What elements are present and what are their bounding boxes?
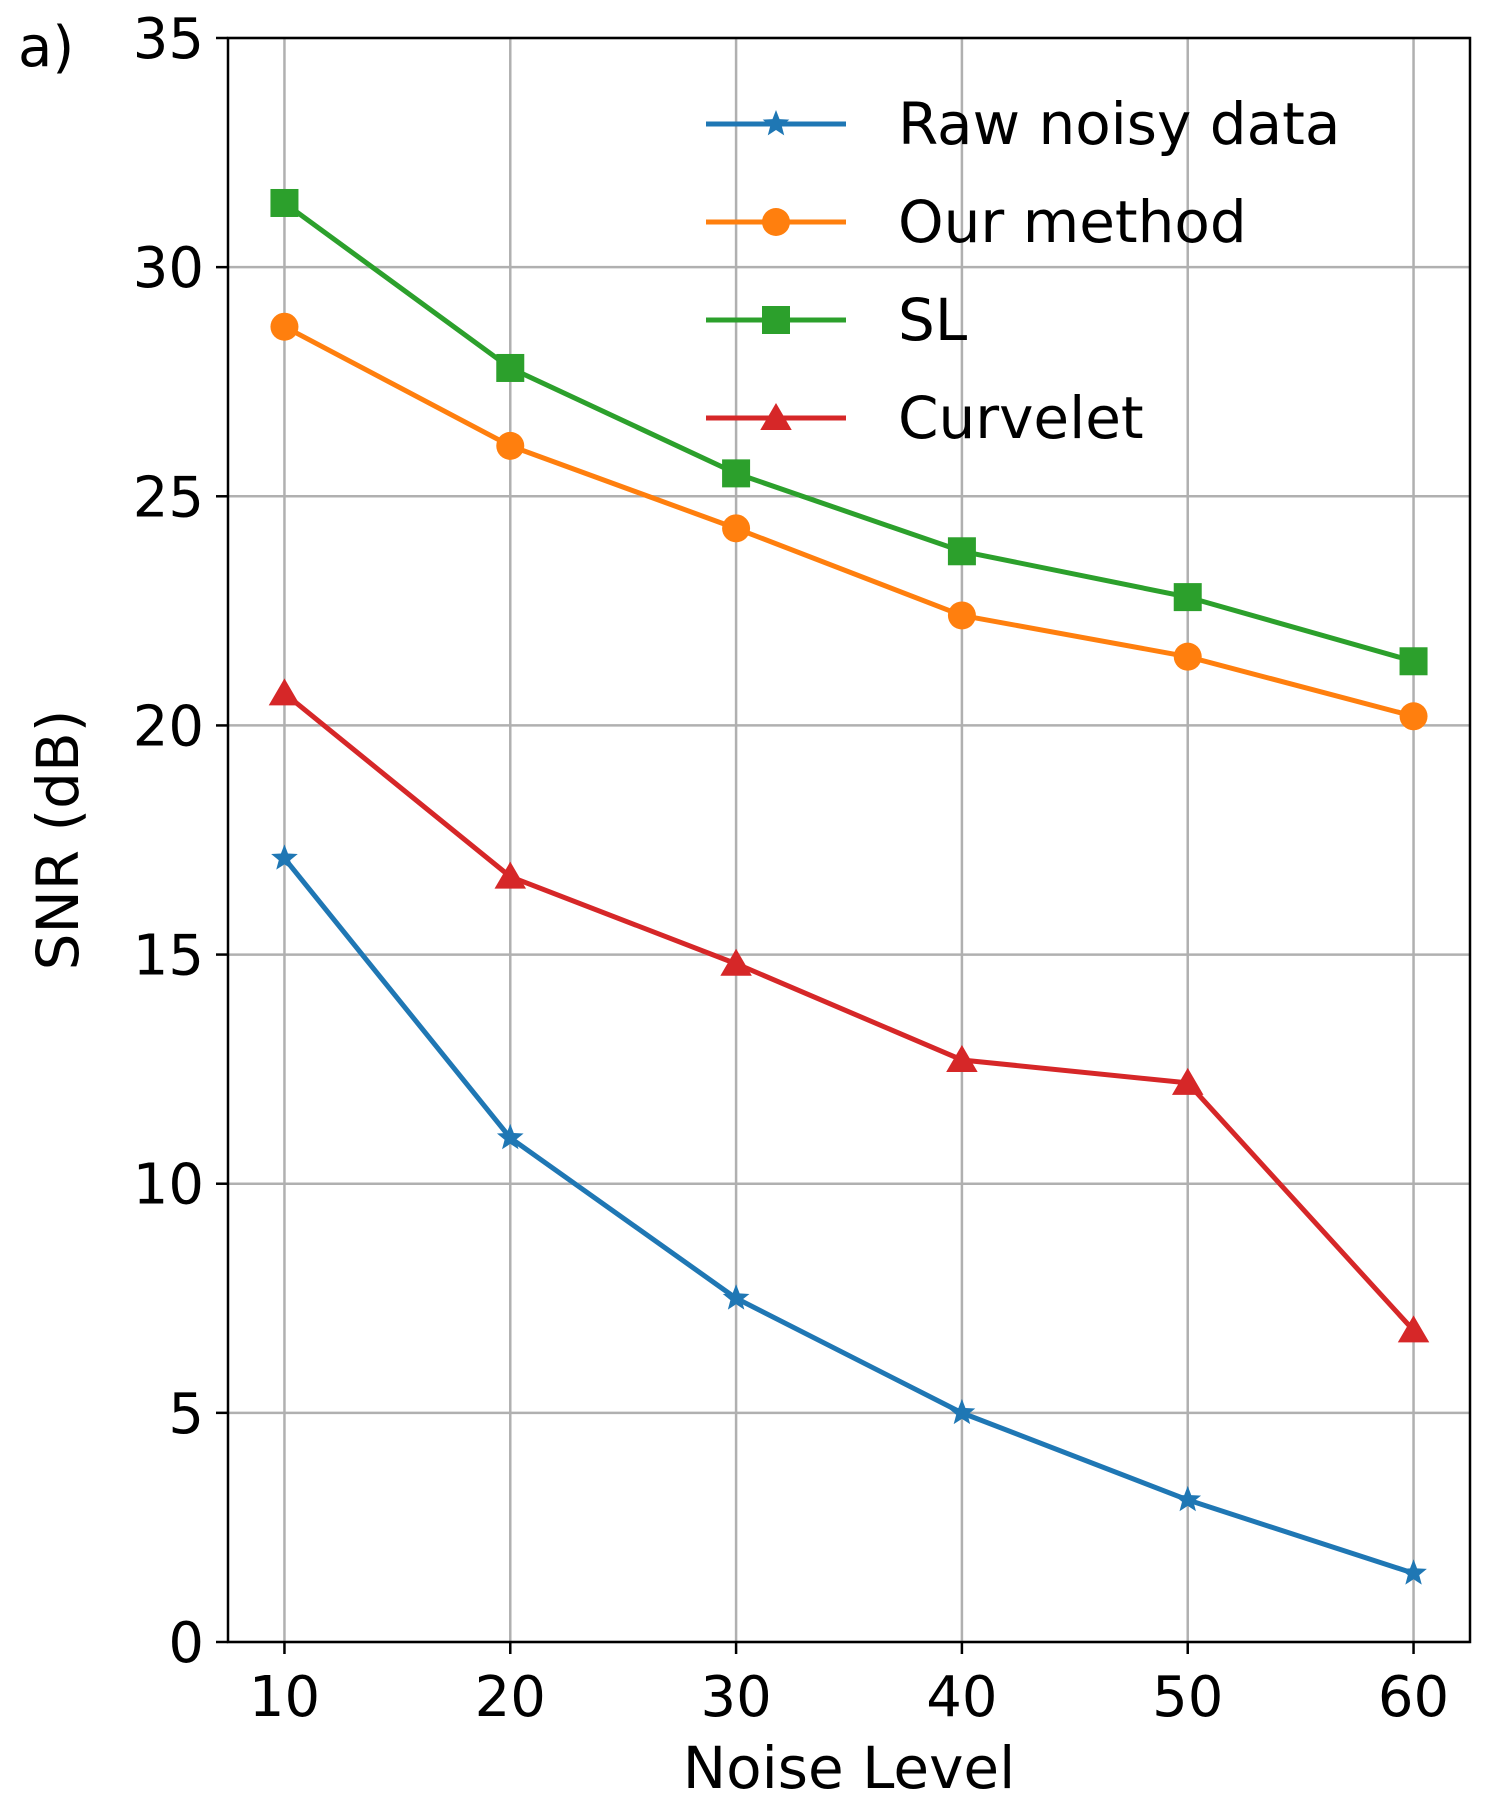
data-point-our-method <box>1399 702 1428 731</box>
data-point-curvelet <box>946 1044 978 1072</box>
series-raw-noisy-data <box>271 844 1427 1585</box>
legend-label: Raw noisy data <box>898 90 1340 158</box>
y-tick-label: 20 <box>133 694 204 759</box>
data-point-our-method <box>1173 642 1202 671</box>
series-sl <box>270 188 1428 676</box>
data-point-our-method <box>947 601 976 630</box>
data-point-sl <box>270 188 299 217</box>
legend-label: Curvelet <box>898 384 1144 452</box>
data-point-sl <box>722 459 751 488</box>
x-axis-label: Noise Level <box>683 1734 1015 1800</box>
y-tick-label: 5 <box>168 1382 204 1447</box>
x-tick-label: 10 <box>249 1665 320 1730</box>
series-layer <box>268 188 1430 1585</box>
x-tick-label: 60 <box>1378 1665 1449 1730</box>
data-point-curvelet <box>268 678 301 706</box>
y-axis-label: SNR (dB) <box>24 710 92 971</box>
data-point-raw-noisy-data <box>1400 1559 1427 1585</box>
data-point-curvelet <box>1171 1067 1204 1095</box>
x-tick-label: 40 <box>926 1665 997 1730</box>
data-point-curvelet <box>494 861 527 889</box>
series-line-sl <box>282 200 1415 664</box>
legend-label: SL <box>898 286 967 354</box>
y-tick-label: 0 <box>168 1611 204 1676</box>
series-our-method <box>270 312 1428 731</box>
x-tick-label: 50 <box>1152 1665 1223 1730</box>
legend-item-raw-noisy-data: Raw noisy data <box>706 90 1340 158</box>
y-tick-label: 15 <box>133 924 204 989</box>
legend: Raw noisy data Our method SL Curvelet <box>706 90 1340 452</box>
grid <box>228 36 1470 1644</box>
data-point-our-method <box>722 514 751 543</box>
y-tick-label: 10 <box>133 1153 204 1218</box>
series-line-our-method <box>283 324 1415 719</box>
data-point-our-method <box>496 431 525 460</box>
legend-item-sl: SL <box>706 286 967 354</box>
x-tick-label: 30 <box>700 1665 771 1730</box>
y-tick-label: 25 <box>133 465 204 530</box>
x-tick-label: 20 <box>475 1665 546 1730</box>
data-point-raw-noisy-data <box>722 1284 750 1310</box>
data-point-sl <box>496 353 525 382</box>
series-line-raw-noisy-data <box>282 856 1415 1576</box>
legend-marker <box>762 110 790 136</box>
plot-frame <box>226 36 1472 1644</box>
y-tick-label: 35 <box>133 7 204 72</box>
y-tick-label: 30 <box>133 236 204 301</box>
legend-marker <box>760 403 792 430</box>
data-point-sl <box>1173 583 1202 612</box>
data-point-curvelet <box>720 948 752 976</box>
series-line-curvelet <box>282 691 1416 1333</box>
legend-label: Our method <box>898 188 1247 256</box>
data-point-sl <box>1399 647 1428 676</box>
data-point-raw-noisy-data <box>1174 1485 1202 1512</box>
legend-item-curvelet: Curvelet <box>706 384 1144 452</box>
legend-marker <box>762 208 790 236</box>
data-point-raw-noisy-data <box>948 1398 976 1425</box>
legend-item-our-method: Our method <box>706 188 1247 256</box>
panel-label: a) <box>18 15 74 80</box>
data-point-our-method <box>270 312 299 341</box>
data-point-curvelet <box>1397 1315 1430 1343</box>
data-point-sl <box>947 537 976 566</box>
data-point-raw-noisy-data <box>271 844 298 870</box>
series-curvelet <box>268 678 1430 1343</box>
axis-ticks: 10 20 30 40 50 60 0 5 10 15 20 25 30 35 <box>133 7 1449 1730</box>
legend-marker <box>762 306 790 334</box>
data-point-raw-noisy-data <box>496 1123 524 1150</box>
